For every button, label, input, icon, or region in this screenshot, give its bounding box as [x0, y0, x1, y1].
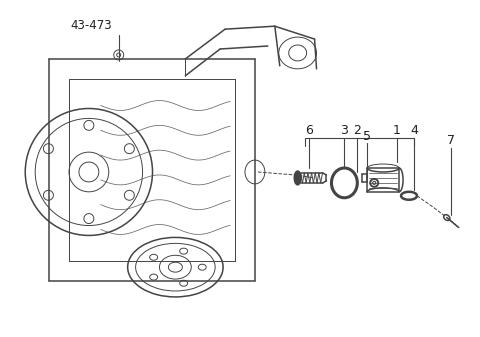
Text: 1: 1 [393, 124, 401, 137]
Text: 3: 3 [340, 124, 348, 137]
Text: 6: 6 [305, 124, 312, 137]
Ellipse shape [294, 171, 301, 185]
Text: 7: 7 [447, 134, 455, 147]
Text: 4: 4 [410, 124, 418, 137]
Text: 5: 5 [363, 130, 371, 143]
Text: 43-473: 43-473 [70, 19, 112, 32]
Text: 2: 2 [353, 124, 361, 137]
